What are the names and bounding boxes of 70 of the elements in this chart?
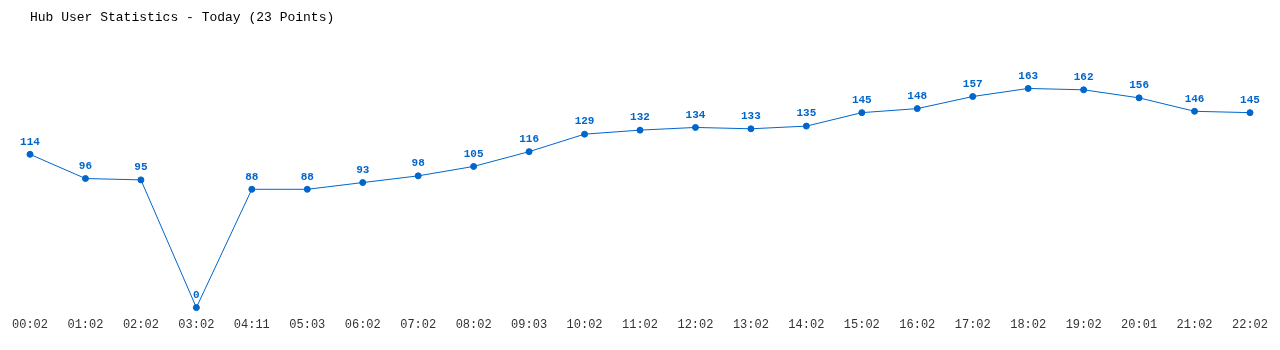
point [359,179,367,187]
data-label: 157 [962,77,983,90]
point [802,122,810,130]
point [470,162,478,170]
point [192,304,200,312]
chart-title: Hub User Statistics - Today (23 Points) [30,10,335,26]
x-tick-label: 08:02 [455,317,492,332]
data-label: 93 [356,163,370,176]
point [81,175,89,183]
point [303,185,311,193]
data-label: 88 [300,170,315,183]
x-tick-label: 12:02 [677,317,714,332]
point [26,150,34,158]
data-label: 98 [411,157,426,170]
x-tick-label: 10:02 [566,317,603,332]
x-tick-label: 13:02 [732,317,769,332]
data-label: 96 [78,159,93,172]
x-tick-label: 11:02 [621,317,659,332]
x-tick-label: 21:02 [1176,317,1213,332]
data-label: 148 [907,89,928,102]
point [248,185,256,193]
x-tick-label: 20:01 [1121,317,1158,332]
x-tick-label: 03:02 [178,317,215,332]
point [1080,86,1088,94]
data-label: 162 [1073,71,1094,84]
point [858,109,866,117]
x-tick-label: 18:02 [1010,317,1047,332]
data-label: 156 [1129,79,1149,92]
x-tick-label: 07:02 [400,317,437,332]
data-label: 116 [519,132,539,145]
x-tick-label: 00:02 [11,317,49,332]
data-label: 0 [193,288,200,301]
x-tick-label: 17:02 [954,317,991,332]
x-tick-label: 05:03 [289,317,326,332]
data-label: 129 [574,115,595,128]
point [137,176,145,184]
point [913,105,921,113]
point [969,93,977,101]
point [525,148,533,156]
x-tick-label: 19:02 [1065,317,1102,332]
data-label: 95 [134,161,148,174]
point [691,123,699,131]
data-label: 145 [851,93,873,106]
point [636,126,644,134]
data-label: 114 [20,135,41,148]
x-tick-label: 09:03 [511,317,548,332]
data-label: 135 [796,107,817,120]
data-label: 163 [1018,69,1039,82]
point [1024,84,1032,92]
x-tick-label: 22:02 [1231,317,1269,332]
data-label: 145 [1240,93,1261,106]
x-tick-label: 02:02 [122,317,159,332]
x-tick-label: 04:11 [233,317,270,332]
data-label: 105 [463,147,484,160]
x-tick-label: 01:02 [67,317,104,332]
x-tick-label: 14:02 [788,317,825,332]
point [581,130,589,138]
point [414,172,422,180]
data-label: 88 [245,170,259,183]
point [1246,109,1254,117]
data-label: 146 [1184,92,1205,105]
data-label: 134 [685,108,706,121]
data-label: 132 [630,111,650,124]
x-tick-label: 06:02 [344,317,381,332]
point [747,125,755,133]
point [1191,107,1199,115]
x-tick-label: 16:02 [899,317,936,332]
point [1135,94,1143,102]
x-tick-label: 15:02 [843,317,880,332]
data-label: 133 [741,110,762,123]
